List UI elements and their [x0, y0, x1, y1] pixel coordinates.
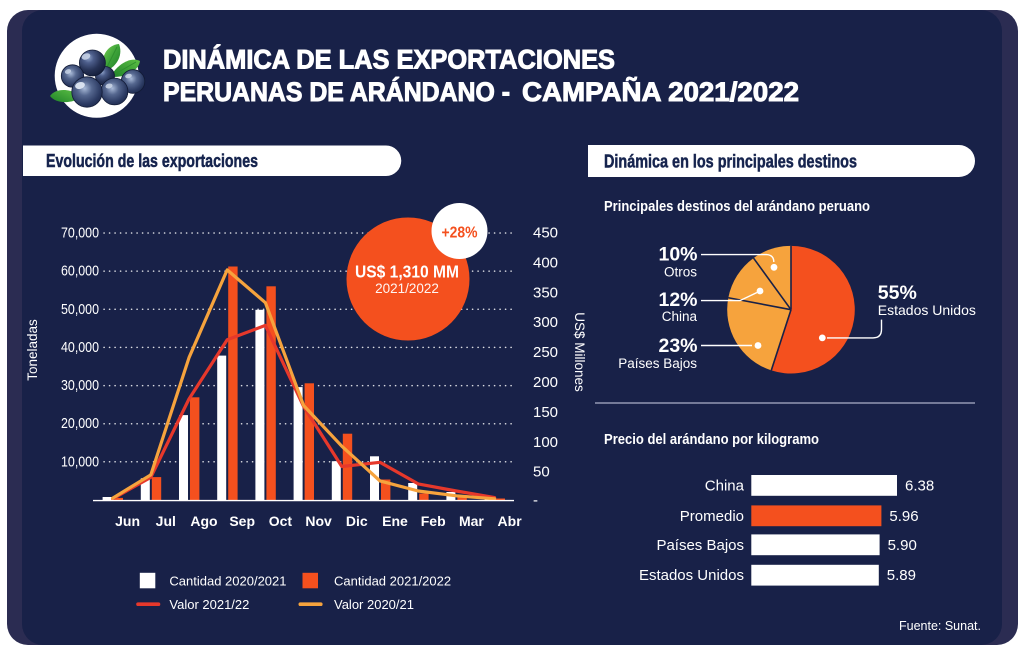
svg-text:Valor 2021/22: Valor 2021/22: [169, 597, 249, 612]
svg-text:5.96: 5.96: [889, 508, 918, 525]
svg-text:5.90: 5.90: [888, 537, 917, 554]
svg-text:Ene: Ene: [382, 513, 408, 529]
svg-text:40,000: 40,000: [61, 339, 99, 356]
svg-text:China: China: [662, 309, 698, 324]
svg-text:Mar: Mar: [459, 513, 484, 529]
svg-text:100: 100: [533, 434, 558, 451]
svg-text:150: 150: [533, 404, 558, 421]
svg-text:Dic: Dic: [346, 513, 368, 529]
svg-text:450: 450: [533, 225, 558, 242]
svg-text:Países Bajos: Países Bajos: [656, 537, 744, 554]
svg-text:US$ Millones: US$ Millones: [572, 312, 587, 392]
svg-text:400: 400: [533, 254, 558, 271]
svg-text:Otros: Otros: [664, 265, 697, 280]
svg-text:2021/2022: 2021/2022: [375, 281, 439, 296]
svg-text:12%: 12%: [658, 289, 697, 311]
svg-text:20,000: 20,000: [61, 415, 99, 432]
svg-text:Fuente: Sunat.: Fuente: Sunat.: [899, 619, 981, 633]
svg-text:10,000: 10,000: [61, 453, 99, 470]
svg-text:Estados Unidos: Estados Unidos: [878, 302, 976, 318]
svg-text:China: China: [705, 477, 745, 494]
svg-text:50,000: 50,000: [61, 301, 99, 318]
svg-text:Precio del arándano por kilogr: Precio del arándano por kilogramo: [604, 431, 819, 448]
svg-text:Abr: Abr: [498, 513, 523, 529]
svg-text:PERUANAS DE ARÁNDANO -: PERUANAS DE ARÁNDANO -: [163, 77, 510, 107]
svg-text:Jul: Jul: [156, 513, 176, 529]
svg-text:Nov: Nov: [305, 513, 332, 529]
svg-text:60,000: 60,000: [61, 263, 99, 280]
svg-text:Sep: Sep: [229, 513, 255, 529]
svg-text:Dinámica en los principales de: Dinámica en los principales destinos: [604, 152, 857, 172]
svg-text:250: 250: [533, 344, 558, 361]
svg-text:CAMPAÑA 2021/2022: CAMPAÑA 2021/2022: [522, 77, 799, 107]
svg-text:Estados Unidos: Estados Unidos: [639, 567, 744, 584]
svg-text:US$ 1,310 MM: US$ 1,310 MM: [355, 262, 459, 282]
svg-text:6.38: 6.38: [905, 477, 934, 494]
svg-text:DINÁMICA DE LAS EXPORTACIONES: DINÁMICA DE LAS EXPORTACIONES: [163, 45, 615, 75]
svg-text:Feb: Feb: [421, 513, 446, 529]
svg-text:50: 50: [533, 464, 550, 481]
svg-text:Evolución de las exportaciones: Evolución de las exportaciones: [46, 151, 258, 171]
svg-text:30,000: 30,000: [61, 377, 99, 394]
svg-text:55%: 55%: [878, 282, 917, 304]
svg-text:5.89: 5.89: [887, 567, 916, 584]
svg-text:200: 200: [533, 374, 558, 391]
svg-text:Principales destinos del aránd: Principales destinos del arándano peruan…: [604, 198, 870, 215]
svg-text:Cantidad 2021/2022: Cantidad 2021/2022: [334, 574, 451, 589]
svg-text:300: 300: [533, 314, 558, 331]
svg-text:Valor 2020/21: Valor 2020/21: [334, 597, 414, 612]
svg-text:+28%: +28%: [442, 225, 478, 242]
svg-text:Cantidad 2020/2021: Cantidad 2020/2021: [169, 574, 286, 589]
svg-text:Países Bajos: Países Bajos: [618, 356, 697, 371]
svg-text:Ago: Ago: [190, 513, 217, 529]
svg-text:23%: 23%: [658, 335, 697, 357]
svg-text:70,000: 70,000: [61, 225, 99, 242]
svg-text:Promedio: Promedio: [680, 508, 744, 525]
svg-text:Jun: Jun: [115, 513, 140, 529]
svg-text:Oct: Oct: [269, 513, 293, 529]
svg-text:10%: 10%: [658, 244, 697, 266]
svg-text:-: -: [533, 492, 538, 509]
svg-text:350: 350: [533, 284, 558, 301]
svg-text:Toneladas: Toneladas: [25, 319, 40, 381]
